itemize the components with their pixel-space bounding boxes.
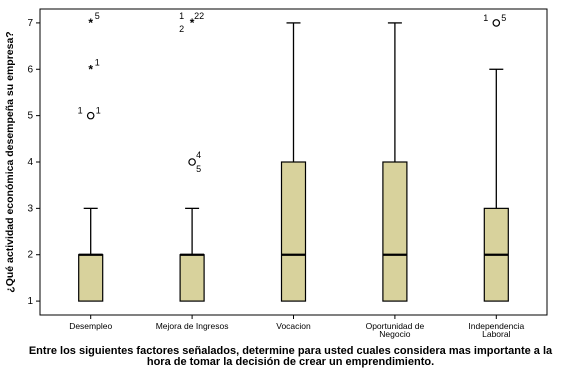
box bbox=[280, 161, 307, 302]
x-tick-label: Independencia bbox=[468, 321, 524, 331]
x-tick-label: Desempleo bbox=[69, 321, 112, 331]
outlier-star: * bbox=[88, 16, 93, 30]
outlier-circle bbox=[492, 19, 501, 27]
outlier-label: 4 bbox=[196, 150, 201, 160]
outlier-label: 1 bbox=[95, 57, 100, 67]
outlier-circle bbox=[86, 111, 95, 120]
x-tick-label: Mejora de Ingresos bbox=[156, 321, 229, 331]
outlier-star: * bbox=[190, 16, 195, 30]
outlier-star: * bbox=[88, 62, 93, 76]
x-tick-label: Oportunidad de bbox=[366, 321, 425, 331]
x-tick-label: Negocio bbox=[379, 329, 410, 339]
box bbox=[179, 254, 205, 302]
y-tick-label: 6 bbox=[27, 64, 33, 75]
outlier-circle bbox=[188, 158, 196, 166]
outlier-label: 22 bbox=[194, 11, 204, 21]
outlier-label: 5 bbox=[501, 13, 506, 23]
box bbox=[78, 254, 104, 302]
y-axis-label: ¿Qué actividad económica desempeña su em… bbox=[4, 31, 16, 292]
x-axis-label: Entre los siguientes factores señalados,… bbox=[28, 345, 553, 368]
outlier-label: 5 bbox=[95, 11, 100, 21]
outlier-label: 1 bbox=[96, 106, 101, 116]
y-tick-label: 4 bbox=[27, 157, 33, 168]
box bbox=[382, 161, 408, 302]
outlier-label: 1 bbox=[78, 106, 83, 116]
y-tick-label: 7 bbox=[27, 18, 33, 29]
y-tick-label: 2 bbox=[27, 250, 33, 261]
outlier-label: 5 bbox=[196, 164, 201, 174]
outlier-label: 1 bbox=[483, 13, 488, 23]
y-tick-label: 1 bbox=[27, 296, 33, 307]
x-tick-label: Laboral bbox=[482, 329, 510, 339]
y-tick-label: 3 bbox=[27, 203, 33, 214]
x-tick-label: Vocacion bbox=[276, 321, 311, 331]
y-tick-label: 5 bbox=[27, 111, 33, 122]
outlier-label: 1 bbox=[179, 11, 184, 21]
outlier-label: 2 bbox=[179, 24, 184, 34]
